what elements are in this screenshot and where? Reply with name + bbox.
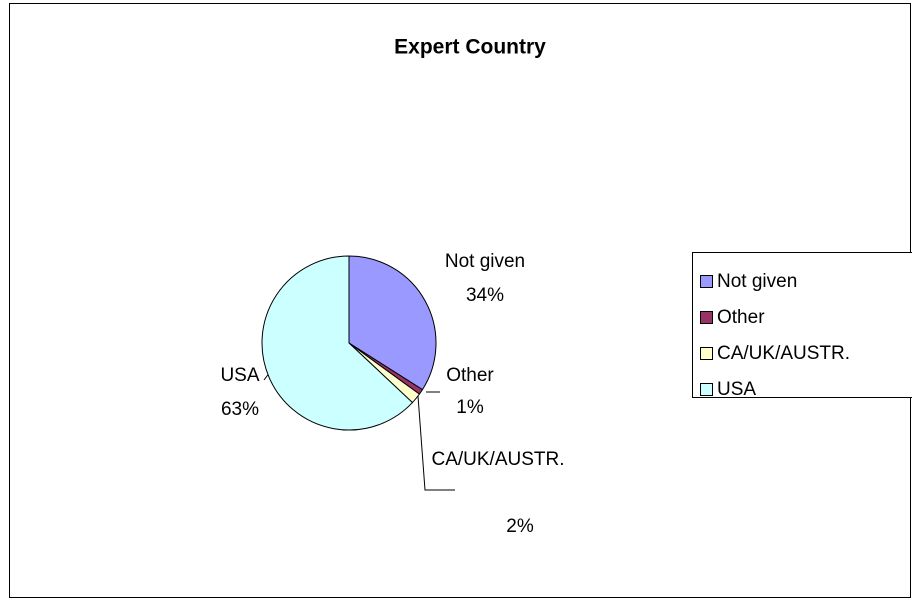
legend-swatch	[700, 311, 713, 324]
legend-label: CA/UK/AUSTR.	[717, 343, 850, 364]
legend-box	[692, 252, 912, 398]
data-label-name: Not given	[445, 251, 525, 272]
data-label-value: 34%	[466, 285, 504, 306]
data-label-name: CA/UK/AUSTR.	[431, 449, 564, 470]
data-label-value: 1%	[456, 397, 484, 418]
leader-line	[417, 395, 455, 491]
chart-title: Expert Country	[394, 36, 546, 59]
data-label-value: 63%	[221, 399, 259, 420]
legend-swatch	[700, 275, 713, 288]
legend-label: Not given	[717, 271, 797, 292]
legend-label: Other	[717, 307, 765, 328]
legend-label: USA	[717, 379, 756, 400]
data-label-name: USA	[220, 365, 259, 386]
data-label-name: Other	[446, 365, 494, 386]
data-label-value: 2%	[506, 516, 534, 537]
legend-swatch	[700, 347, 713, 360]
legend-swatch	[700, 383, 713, 396]
pie-slice	[261, 255, 414, 431]
